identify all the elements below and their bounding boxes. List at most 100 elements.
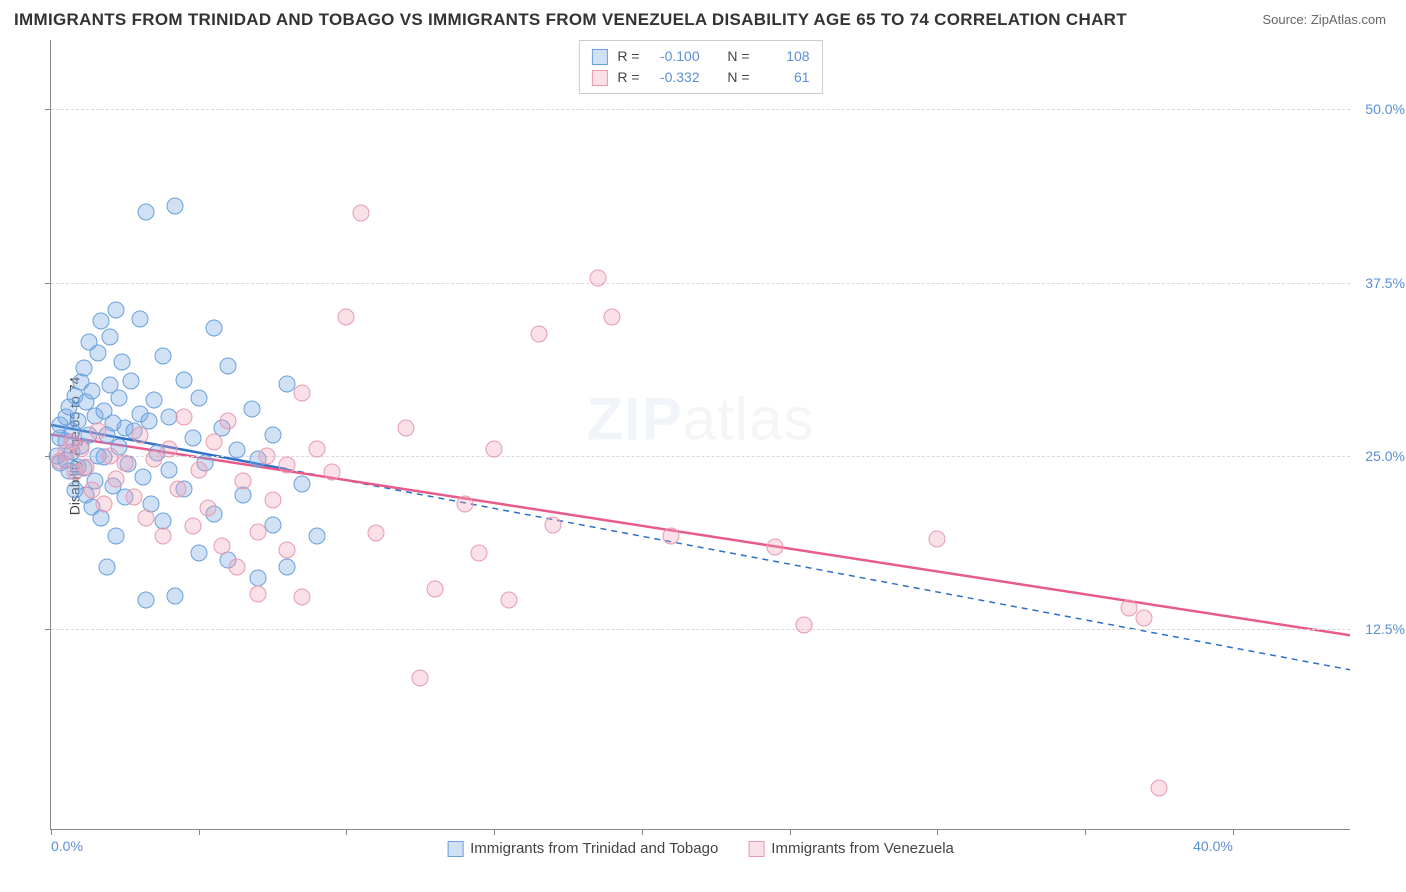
scatter-point xyxy=(308,528,325,545)
legend-swatch xyxy=(748,841,764,857)
scatter-point xyxy=(175,408,192,425)
xtick xyxy=(494,829,495,835)
chart-title: IMMIGRANTS FROM TRINIDAD AND TOBAGO VS I… xyxy=(14,10,1127,30)
legend-stats-row: R =-0.100 N =108 xyxy=(591,46,809,67)
scatter-point xyxy=(131,427,148,444)
scatter-point xyxy=(205,320,222,337)
scatter-point xyxy=(96,496,113,513)
gridline xyxy=(51,109,1350,110)
legend-swatch xyxy=(591,49,607,65)
watermark-atlas: atlas xyxy=(683,385,815,452)
scatter-point xyxy=(116,454,133,471)
xtick xyxy=(199,829,200,835)
scatter-point xyxy=(75,360,92,377)
scatter-point xyxy=(199,500,216,517)
plot-area: ZIPatlas 12.5%25.0%37.5%50.0%0.0%40.0%R … xyxy=(50,40,1350,830)
legend-n-label: N = xyxy=(727,67,749,88)
scatter-point xyxy=(796,616,813,633)
legend-stats: R =-0.100 N =108R =-0.332 N =61 xyxy=(578,40,822,94)
scatter-point xyxy=(1150,780,1167,797)
legend-r-value: -0.100 xyxy=(650,46,700,67)
scatter-point xyxy=(604,309,621,326)
legend-r-label: R = xyxy=(617,46,639,67)
scatter-point xyxy=(108,471,125,488)
scatter-point xyxy=(125,489,142,506)
scatter-point xyxy=(308,440,325,457)
xtick xyxy=(51,829,52,835)
scatter-point xyxy=(137,510,154,527)
scatter-point xyxy=(190,544,207,561)
scatter-point xyxy=(279,542,296,559)
scatter-point xyxy=(102,328,119,345)
scatter-point xyxy=(249,586,266,603)
bottom-legend-item: Immigrants from Venezuela xyxy=(748,840,954,857)
xtick-label-left: 0.0% xyxy=(51,838,83,854)
legend-r-value: -0.332 xyxy=(650,67,700,88)
scatter-point xyxy=(589,270,606,287)
scatter-point xyxy=(279,558,296,575)
scatter-point xyxy=(412,669,429,686)
scatter-point xyxy=(294,475,311,492)
xtick xyxy=(1085,829,1086,835)
scatter-point xyxy=(184,429,201,446)
legend-stats-row: R =-0.332 N =61 xyxy=(591,67,809,88)
scatter-point xyxy=(167,198,184,215)
scatter-point xyxy=(113,353,130,370)
scatter-point xyxy=(338,309,355,326)
scatter-point xyxy=(190,461,207,478)
bottom-legend-label: Immigrants from Venezuela xyxy=(771,840,954,857)
legend-n-value: 108 xyxy=(760,46,810,67)
scatter-point xyxy=(264,427,281,444)
scatter-point xyxy=(131,310,148,327)
scatter-point xyxy=(929,530,946,547)
xtick xyxy=(1233,829,1234,835)
scatter-point xyxy=(93,313,110,330)
scatter-point xyxy=(99,558,116,575)
legend-swatch xyxy=(447,841,463,857)
scatter-point xyxy=(294,385,311,402)
scatter-point xyxy=(170,481,187,498)
scatter-point xyxy=(184,518,201,535)
scatter-point xyxy=(486,440,503,457)
ytick-label: 37.5% xyxy=(1365,275,1405,291)
scatter-point xyxy=(235,472,252,489)
ytick-label: 50.0% xyxy=(1365,101,1405,117)
scatter-point xyxy=(161,440,178,457)
scatter-point xyxy=(220,413,237,430)
scatter-point xyxy=(229,558,246,575)
scatter-point xyxy=(427,580,444,597)
scatter-point xyxy=(78,458,95,475)
gridline xyxy=(51,283,1350,284)
scatter-point xyxy=(214,537,231,554)
scatter-point xyxy=(90,345,107,362)
scatter-point xyxy=(249,524,266,541)
scatter-point xyxy=(258,447,275,464)
xtick xyxy=(937,829,938,835)
scatter-point xyxy=(190,389,207,406)
ytick xyxy=(45,629,51,630)
xtick xyxy=(790,829,791,835)
scatter-point xyxy=(122,372,139,389)
legend-r-label: R = xyxy=(617,67,639,88)
scatter-point xyxy=(175,371,192,388)
scatter-point xyxy=(243,400,260,417)
gridline xyxy=(51,456,1350,457)
scatter-point xyxy=(456,496,473,513)
scatter-point xyxy=(110,389,127,406)
ytick-label: 12.5% xyxy=(1365,621,1405,637)
scatter-point xyxy=(146,392,163,409)
ytick-label: 25.0% xyxy=(1365,448,1405,464)
scatter-point xyxy=(500,591,517,608)
scatter-point xyxy=(471,544,488,561)
trendlines xyxy=(51,40,1350,829)
scatter-point xyxy=(155,348,172,365)
scatter-point xyxy=(264,517,281,534)
scatter-point xyxy=(323,464,340,481)
scatter-point xyxy=(155,528,172,545)
bottom-legend-item: Immigrants from Trinidad and Tobago xyxy=(447,840,718,857)
source-label: Source: ZipAtlas.com xyxy=(1262,12,1386,27)
xtick-label-right: 40.0% xyxy=(1193,838,1233,854)
scatter-point xyxy=(249,569,266,586)
ytick xyxy=(45,109,51,110)
scatter-point xyxy=(220,357,237,374)
